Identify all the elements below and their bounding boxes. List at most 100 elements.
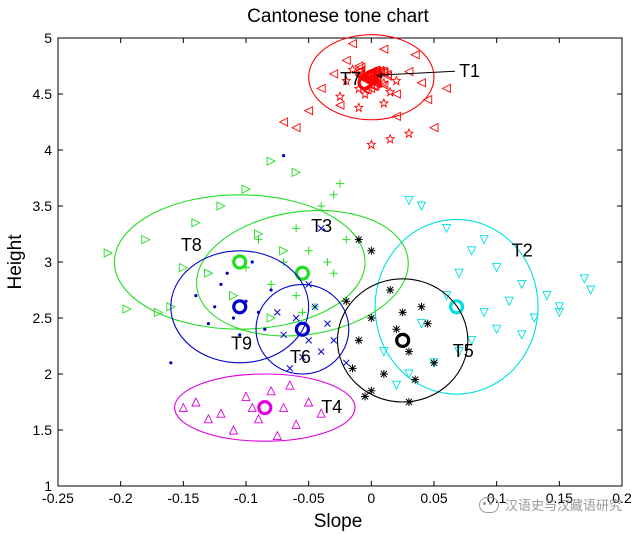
t6-point-3 xyxy=(280,331,287,339)
t2-point-22 xyxy=(554,307,565,318)
t2-point-11 xyxy=(491,324,502,335)
t4-point-0 xyxy=(191,396,201,407)
t4-point-14 xyxy=(272,430,283,441)
plot-frame xyxy=(57,37,623,487)
y-tick-label-7: 4.5 xyxy=(33,86,53,102)
t1-point-17 xyxy=(378,80,389,90)
t9-label: T9 xyxy=(231,333,252,353)
t9-point-9 xyxy=(250,260,254,264)
t2-centroid xyxy=(448,299,465,315)
t9-ellipse xyxy=(170,250,310,364)
t2-point-2 xyxy=(441,223,452,234)
t1-point-14 xyxy=(291,122,301,133)
y-tick-label-8: 5 xyxy=(44,30,52,46)
x-tick-label-3: -0.1 xyxy=(234,490,258,506)
t8-label: T8 xyxy=(181,235,202,255)
t5-point-2 xyxy=(404,347,413,356)
t8-point-13 xyxy=(291,167,302,178)
t5-point-10 xyxy=(411,375,420,384)
t5-ellipse xyxy=(336,278,469,403)
t4-ellipse xyxy=(174,373,356,442)
t7-point-4 xyxy=(372,66,383,77)
t6-point-8 xyxy=(330,337,338,344)
t5-point-14 xyxy=(354,235,363,244)
x-axis-label: Slope xyxy=(314,511,363,532)
y-tick-label-2: 2 xyxy=(44,366,52,382)
x-tick-label-4: -0.05 xyxy=(293,490,325,506)
t1-point-8 xyxy=(328,69,339,79)
t6-point-10 xyxy=(305,281,313,288)
t4-point-13 xyxy=(247,402,257,413)
t2-point-19 xyxy=(441,291,452,301)
t4-point-5 xyxy=(291,419,301,429)
t3-point-6 xyxy=(267,280,276,289)
t9-point-13 xyxy=(282,154,286,158)
t4-point-2 xyxy=(241,391,251,401)
t1-point-18 xyxy=(278,117,289,127)
t9-point-10 xyxy=(213,305,217,309)
t4-point-10 xyxy=(316,408,326,418)
t1-point-13 xyxy=(391,111,401,122)
watermark-text: 汉语史与汉藏语研究 xyxy=(504,499,622,514)
t5-point-11 xyxy=(348,364,357,373)
t1-dense-20 xyxy=(355,62,366,72)
t5-point-16 xyxy=(361,392,370,401)
t6-point-6 xyxy=(324,320,331,327)
y-tick-label-0: 1 xyxy=(44,478,52,494)
t7-point-13 xyxy=(366,139,377,150)
t8-point-15 xyxy=(266,313,277,323)
t1-dense-12 xyxy=(354,66,364,77)
t8-point-6 xyxy=(241,184,252,194)
t9-point-8 xyxy=(225,271,229,275)
t2-point-20 xyxy=(416,319,427,329)
t4-point-1 xyxy=(216,408,226,418)
t9-point-0 xyxy=(219,282,223,286)
t2-label: T2 xyxy=(512,240,533,260)
t2-point-0 xyxy=(404,195,414,206)
t8-ellipse xyxy=(113,194,366,330)
t8-point-14 xyxy=(153,307,164,318)
t5-point-8 xyxy=(342,297,351,306)
t1-point-4 xyxy=(391,89,401,99)
t5-point-12 xyxy=(423,319,432,328)
watermark: 汉语史与汉藏语研究 xyxy=(478,495,622,514)
t8-point-7 xyxy=(266,156,277,166)
t1-ellipse xyxy=(308,34,435,121)
t2-point-18 xyxy=(504,296,514,307)
t4-point-11 xyxy=(178,402,189,413)
t8-point-10 xyxy=(178,262,189,273)
t3-ellipse xyxy=(196,209,409,337)
t1-arrow-line xyxy=(377,70,456,76)
t4-point-9 xyxy=(203,413,214,424)
t6-point-9 xyxy=(273,309,281,316)
t1-dense-34 xyxy=(382,71,392,81)
t2-point-1 xyxy=(416,201,427,212)
t7-point-3 xyxy=(341,75,352,86)
t6-point-0 xyxy=(292,314,300,322)
x-tick-label-6: 0.05 xyxy=(420,490,447,506)
t1-point-5 xyxy=(416,78,426,88)
t2-point-4 xyxy=(491,263,502,273)
t1-dense-5 xyxy=(378,66,388,76)
t6-point-4 xyxy=(311,303,319,311)
x-tick-label-5: 0 xyxy=(367,490,375,506)
t8-point-8 xyxy=(279,246,289,256)
t5-point-5 xyxy=(417,302,426,311)
t2-point-10 xyxy=(529,313,539,324)
t5-point-7 xyxy=(367,386,376,395)
t2-point-15 xyxy=(404,369,414,380)
x-tick-label-9: 0.2 xyxy=(612,490,632,506)
wechat-icon xyxy=(478,496,499,513)
chart-title: Cantonese tone chart xyxy=(247,6,429,27)
t7-point-14 xyxy=(385,133,396,144)
t5-point-4 xyxy=(354,336,363,345)
t3-point-5 xyxy=(342,235,351,244)
y-tick-label-6: 4 xyxy=(44,142,52,158)
y-tick-label-5: 3.5 xyxy=(33,198,53,214)
t7-centroid xyxy=(357,75,373,91)
t1-point-10 xyxy=(303,106,314,116)
t2-point-24 xyxy=(454,268,464,279)
t6-point-7 xyxy=(286,365,294,372)
t1-point-16 xyxy=(334,100,345,110)
t5-point-6 xyxy=(430,358,438,367)
